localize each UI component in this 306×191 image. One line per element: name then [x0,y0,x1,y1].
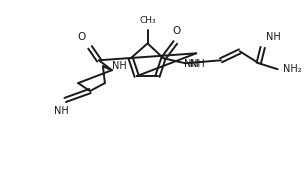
Text: CH₃: CH₃ [139,15,156,24]
Text: O: O [172,26,181,36]
Text: NH: NH [266,32,280,42]
Text: NH: NH [54,106,69,116]
Text: NH: NH [184,59,199,69]
Text: NH: NH [190,59,205,69]
Text: O: O [78,32,86,42]
Text: NH₂: NH₂ [282,64,301,74]
Text: NH: NH [112,61,127,71]
